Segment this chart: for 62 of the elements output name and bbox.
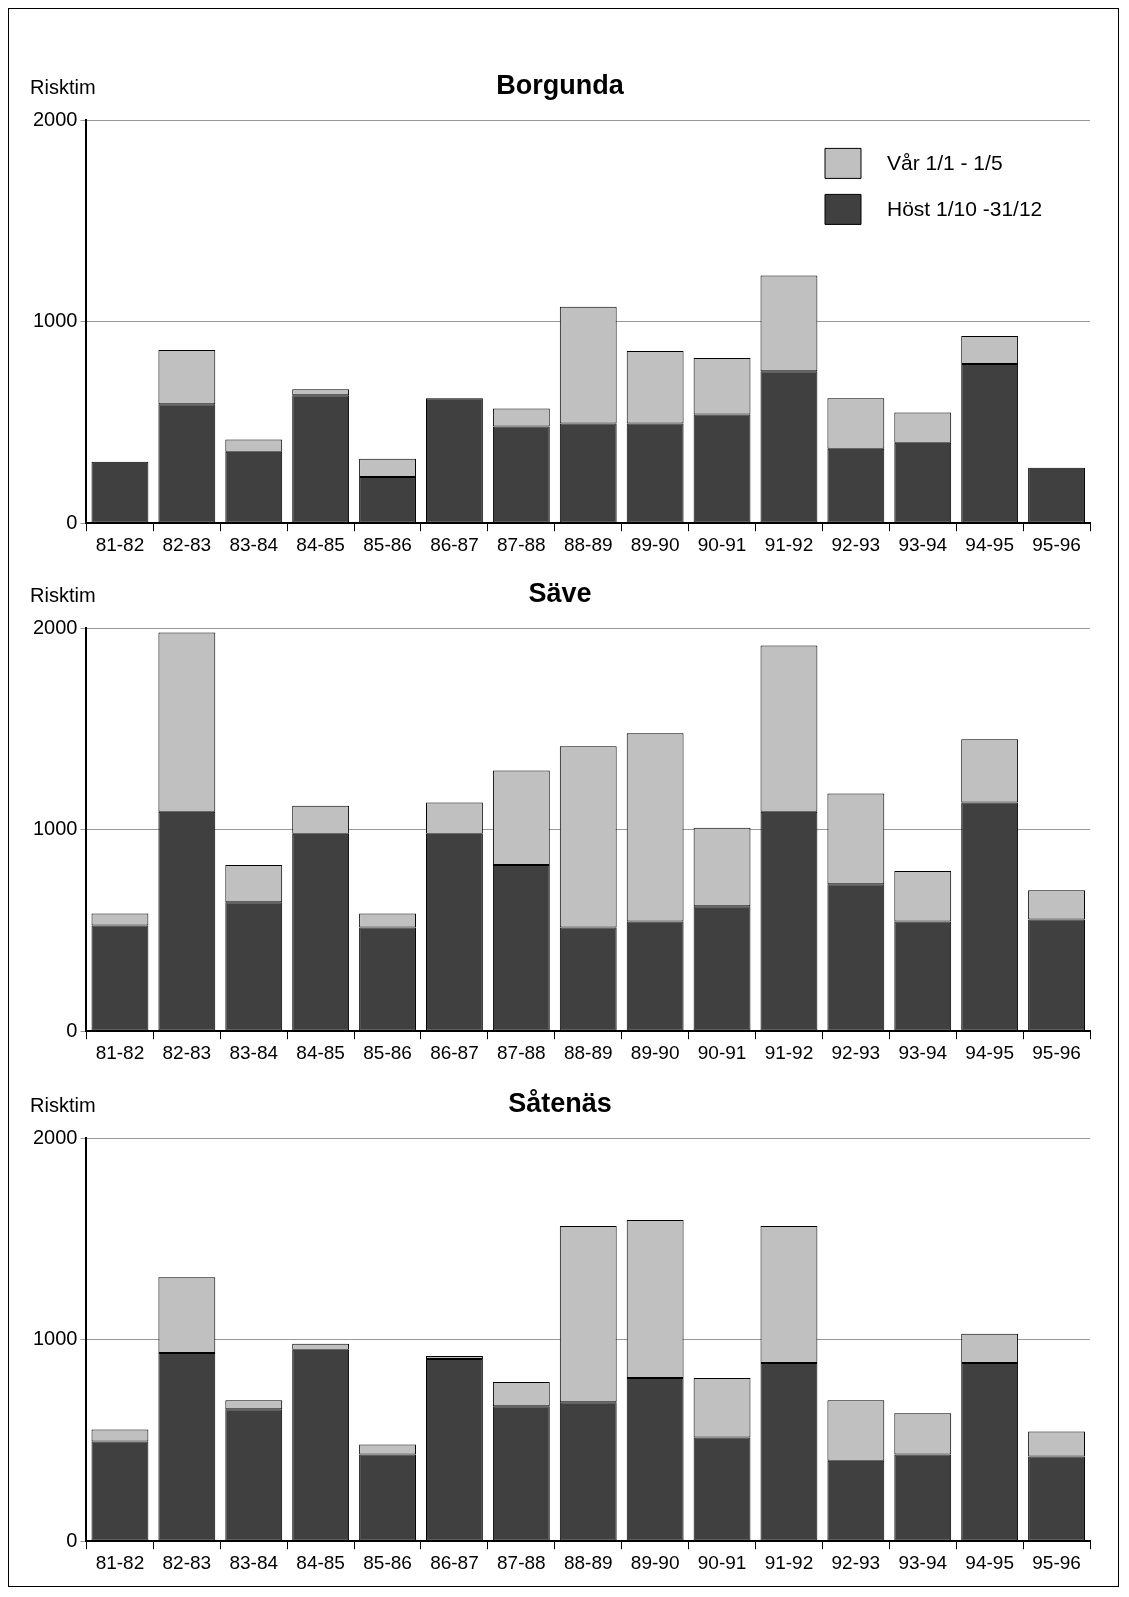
x-tick-label: 95-96 [1032, 1041, 1081, 1063]
x-tick-label: 90-91 [697, 1551, 747, 1573]
x-tick-label: 95-96 [1032, 533, 1081, 555]
chart-title: Borgunda [496, 69, 625, 100]
x-tick-label: 92-93 [831, 1041, 881, 1063]
x-tick-label: 87-88 [497, 1041, 546, 1063]
y-tick-label: 2000 [32, 615, 78, 638]
x-tick-label: 85-86 [363, 1041, 412, 1063]
x-tick-label: 94-95 [965, 1551, 1014, 1573]
x-tick-label: 88-89 [563, 1551, 613, 1573]
x-tick-label: 87-88 [497, 533, 546, 555]
x-tick-label: 94-95 [965, 1041, 1014, 1063]
x-tick-label: 95-96 [1032, 1551, 1081, 1573]
x-tick-label: 83-84 [229, 1551, 279, 1573]
x-tick-label: 90-91 [697, 533, 747, 555]
x-tick-label: 81-82 [95, 533, 145, 555]
chart-title: Såtenäs [508, 1087, 612, 1118]
x-tick-label: 93-94 [898, 1551, 948, 1573]
y-tick-label: 2000 [32, 1125, 78, 1148]
x-tick-label: 83-84 [229, 1041, 279, 1063]
y-tick-label: 1000 [32, 309, 78, 332]
y-tick-label: 1000 [32, 1327, 78, 1350]
x-tick-label: 89-90 [630, 1551, 680, 1573]
x-tick-label: 92-93 [831, 533, 881, 555]
x-tick-label: 85-86 [363, 533, 412, 555]
y-axis-title: Risktim [30, 583, 96, 606]
x-tick-label: 89-90 [630, 533, 680, 555]
x-tick-label: 91-92 [764, 1551, 814, 1573]
legend-label: Vår 1/1 - 1/5 [887, 151, 1003, 175]
x-tick-label: 82-83 [162, 1551, 212, 1573]
x-tick-label: 81-82 [95, 1041, 145, 1063]
y-tick-label: 0 [66, 1018, 78, 1041]
x-tick-label: 86-87 [430, 1551, 479, 1573]
x-tick-label: 90-91 [697, 1041, 747, 1063]
x-tick-label: 88-89 [563, 533, 613, 555]
x-tick-label: 91-92 [764, 533, 814, 555]
chart-title: Säve [528, 577, 592, 608]
y-axis-title: Risktim [30, 1093, 96, 1116]
y-tick-label: 0 [66, 510, 78, 533]
x-tick-label: 83-84 [229, 533, 279, 555]
x-tick-label: 86-87 [430, 533, 479, 555]
x-tick-label: 85-86 [363, 1551, 412, 1573]
x-tick-label: 94-95 [965, 533, 1014, 555]
x-tick-label: 92-93 [831, 1551, 881, 1573]
y-tick-label: 2000 [32, 107, 78, 130]
x-tick-label: 93-94 [898, 533, 948, 555]
legend-label: Höst 1/10 -31/12 [887, 197, 1043, 221]
x-tick-label: 82-83 [162, 533, 212, 555]
y-tick-label: 1000 [32, 817, 78, 840]
x-tick-label: 93-94 [898, 1041, 948, 1063]
x-tick-label: 87-88 [497, 1551, 546, 1573]
y-axis-title: Risktim [30, 75, 96, 98]
x-tick-label: 84-85 [296, 533, 345, 555]
x-tick-label: 82-83 [162, 1041, 212, 1063]
x-tick-label: 91-92 [764, 1041, 814, 1063]
x-tick-label: 86-87 [430, 1041, 479, 1063]
x-tick-label: 81-82 [95, 1551, 145, 1573]
x-tick-label: 84-85 [296, 1551, 345, 1573]
y-tick-label: 0 [66, 1528, 78, 1551]
x-tick-label: 89-90 [630, 1041, 680, 1063]
x-tick-label: 84-85 [296, 1041, 345, 1063]
x-tick-label: 88-89 [563, 1041, 613, 1063]
